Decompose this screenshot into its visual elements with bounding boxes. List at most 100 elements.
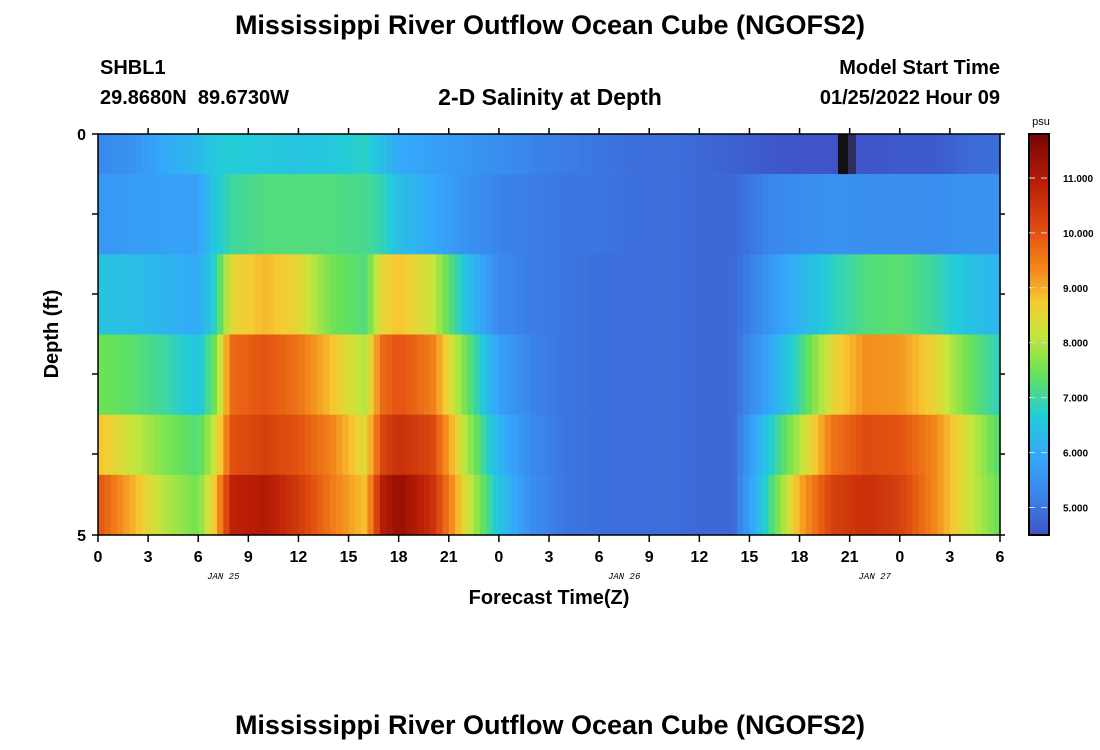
heatmap-cell xyxy=(348,254,356,335)
heatmap-cell xyxy=(398,254,406,335)
heatmap-cell xyxy=(411,334,419,415)
heatmap-cell xyxy=(223,414,231,476)
heatmap-cell xyxy=(555,414,563,476)
heatmap-cell xyxy=(862,474,870,536)
heatmap-cell xyxy=(204,254,212,335)
heatmap-cell xyxy=(141,414,149,476)
heatmap-cell xyxy=(267,334,274,415)
heatmap-cell xyxy=(567,334,575,415)
heatmap-cell xyxy=(780,334,788,415)
heatmap-cell xyxy=(636,334,644,415)
heatmap-cell xyxy=(248,134,256,175)
heatmap-cell xyxy=(649,474,657,536)
heatmap-cell xyxy=(642,334,650,415)
heatmap-cell xyxy=(837,474,844,536)
heatmap-cell xyxy=(824,334,832,415)
heatmap-cell xyxy=(461,414,469,476)
heatmap-cell xyxy=(680,134,688,175)
heatmap-cell xyxy=(987,334,995,415)
colorbar-unit: psu xyxy=(1032,116,1050,128)
heatmap-cell xyxy=(373,334,381,415)
heatmap-cell xyxy=(411,414,419,476)
heatmap-cell xyxy=(824,414,832,476)
heatmap-cell xyxy=(361,254,368,335)
x-tick-label: 0 xyxy=(494,549,503,566)
heatmap-cell xyxy=(755,174,763,255)
heatmap-cell xyxy=(129,134,137,175)
heatmap-cell xyxy=(718,414,725,476)
heatmap-cell xyxy=(661,414,669,476)
heatmap-cell xyxy=(674,134,682,175)
heatmap-cell xyxy=(229,414,237,476)
heatmap-cell xyxy=(185,414,193,476)
x-tick-label: 9 xyxy=(645,549,654,566)
heatmap-cell xyxy=(160,414,168,476)
heatmap-cell xyxy=(555,254,563,335)
heatmap-cell xyxy=(354,334,362,415)
heatmap-cell xyxy=(273,414,281,476)
heatmap-cell xyxy=(937,474,945,536)
heatmap-cell xyxy=(549,414,556,476)
heatmap-cell xyxy=(818,334,826,415)
heatmap-cell xyxy=(354,134,362,175)
heatmap-cell xyxy=(110,474,118,536)
heatmap-cell xyxy=(379,254,387,335)
heatmap-cell xyxy=(361,474,368,536)
heatmap-cell xyxy=(599,334,606,415)
heatmap-cell xyxy=(191,414,199,476)
heatmap-cell xyxy=(336,334,343,415)
heatmap-cell xyxy=(843,474,851,536)
heatmap-cell xyxy=(799,174,807,255)
heatmap-cell xyxy=(480,474,487,536)
heatmap-cell xyxy=(254,414,262,476)
heatmap-cell xyxy=(160,174,168,255)
heatmap-cell xyxy=(974,254,982,335)
heatmap-cell xyxy=(417,174,425,255)
heatmap-cell xyxy=(787,174,794,255)
heatmap-cell xyxy=(285,254,293,335)
heatmap-cell xyxy=(342,134,350,175)
heatmap-cell xyxy=(906,254,913,335)
heatmap-cell xyxy=(555,474,563,536)
heatmap-cell xyxy=(141,474,149,536)
heatmap-cell xyxy=(674,474,682,536)
heatmap-cell xyxy=(298,174,306,255)
heatmap-cell xyxy=(505,414,513,476)
heatmap-cell xyxy=(429,254,437,335)
heatmap-cell xyxy=(787,134,794,175)
heatmap-cell xyxy=(749,174,757,255)
heatmap-cell xyxy=(761,474,769,536)
heatmap-cell xyxy=(906,334,913,415)
heatmap-cell xyxy=(956,474,964,536)
heatmap-cell xyxy=(267,134,274,175)
heatmap-cell xyxy=(968,334,976,415)
heatmap-cell xyxy=(442,414,450,476)
heatmap-cell xyxy=(135,134,143,175)
heatmap-cell xyxy=(254,134,262,175)
heatmap-cell xyxy=(198,414,206,476)
heatmap-cell xyxy=(342,334,350,415)
heatmap-cell xyxy=(486,414,494,476)
heatmap-cell xyxy=(674,254,682,335)
heatmap-cell xyxy=(743,414,751,476)
heatmap-cell xyxy=(442,334,450,415)
heatmap-cell xyxy=(987,414,995,476)
heatmap-cell xyxy=(567,254,575,335)
heatmap-cell xyxy=(574,334,581,415)
heatmap-cell xyxy=(429,174,437,255)
heatmap-cell xyxy=(404,474,412,536)
heatmap-cell xyxy=(949,254,957,335)
heatmap-cell xyxy=(304,334,312,415)
heatmap-cell xyxy=(855,134,863,175)
heatmap-cell xyxy=(292,334,300,415)
heatmap-cell xyxy=(818,134,826,175)
heatmap-cell xyxy=(386,254,393,335)
heatmap-cell xyxy=(542,134,550,175)
heatmap-cell xyxy=(154,474,162,536)
heatmap-cell xyxy=(473,174,481,255)
heatmap-cell xyxy=(235,414,243,476)
heatmap-cell xyxy=(937,334,945,415)
heatmap-cell xyxy=(830,334,838,415)
heatmap-cell xyxy=(868,174,876,255)
heatmap-cell xyxy=(104,254,112,335)
